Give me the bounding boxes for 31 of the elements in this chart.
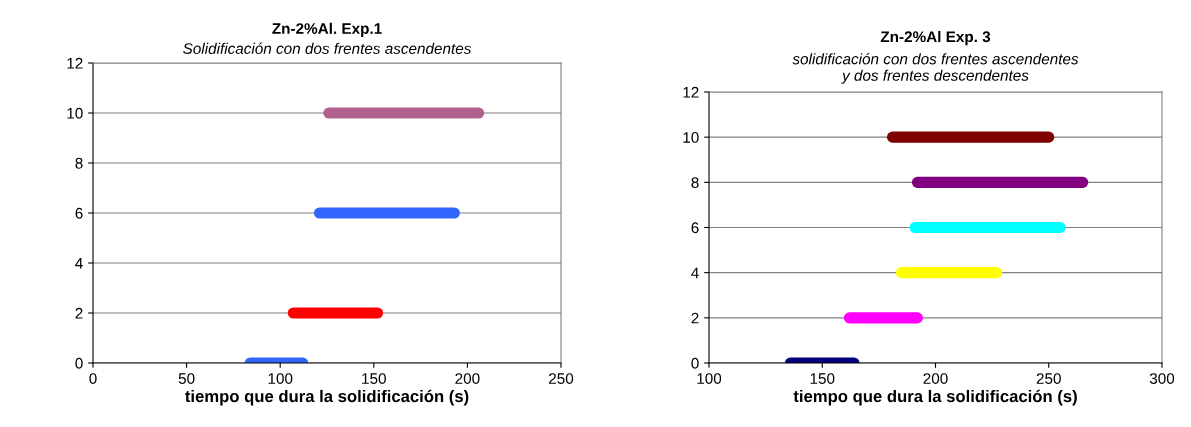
x-tick-label: 0 [89,373,97,384]
y-tick-label: 8 [75,157,83,169]
y-tick-label: 12 [67,57,83,69]
y-tick-label: 2 [691,312,699,324]
y-tick-label: 4 [691,267,699,279]
y-tick-label: 0 [75,357,83,369]
x-tick-label: 250 [549,373,574,384]
y-tick-label: 10 [683,132,699,143]
x-tick-label: 100 [697,373,722,384]
y-tick-label: 6 [75,207,83,219]
y-tick-label: 12 [683,86,699,98]
chart-subtitle: Solidificación con dos frentes ascendentes [183,42,472,54]
chart-title: Zn-2%Al Exp. 3 [880,30,991,46]
y-tick-label: 10 [67,107,83,119]
x-tick-label: 300 [1149,373,1175,384]
x-tick-label: 100 [268,373,293,384]
y-tick-label: 2 [75,307,83,319]
chart-subtitle: solidificación con dos frentes ascendentes y dos frentes descendentes [792,52,1079,84]
x-tick-label: 50 [178,373,195,384]
x-tick-label: 250 [1036,373,1061,384]
x-tick-label: 200 [455,373,480,384]
y-tick-label: 0 [691,357,699,369]
y-tick-label: 8 [691,177,699,189]
x-axis-title: tiempo que dura la solidificación (s) [185,389,469,406]
y-tick-label: 4 [75,258,83,269]
x-axis-title: tiempo que dura la solidificación (s) [793,389,1077,406]
chart-title: Zn-2%Al. Exp.1 [272,22,382,37]
y-tick-label: 6 [691,222,699,234]
x-tick-label: 200 [923,373,948,384]
x-tick-label: 150 [362,373,386,384]
x-tick-label: 150 [810,373,835,384]
